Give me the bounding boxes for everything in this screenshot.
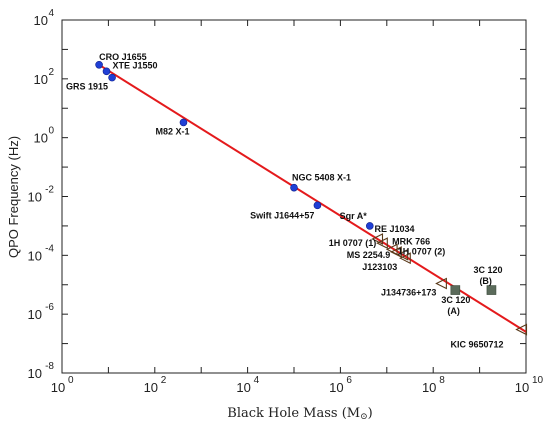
y-tick-label: 10 — [28, 366, 42, 381]
point-label: XTE J1550 — [112, 60, 157, 70]
point-label: J134736+173 — [381, 288, 436, 298]
point-label: KIC 9650712 — [450, 340, 503, 350]
point-label: GRS 1915 — [66, 82, 108, 92]
y-tick-exponent: 4 — [48, 8, 54, 19]
data-point-triangle — [515, 323, 528, 336]
point-label: Sgr A* — [340, 211, 368, 221]
x-tick-exponent: 8 — [439, 375, 445, 386]
x-tick-exponent: 0 — [68, 375, 74, 386]
tick-marks — [61, 19, 527, 374]
data-point — [313, 201, 322, 210]
y-tick-exponent: -6 — [45, 302, 54, 313]
x-tick-exponent: 4 — [254, 375, 260, 386]
y-tick-label: 10 — [34, 131, 48, 146]
data-point — [102, 67, 111, 76]
point-label: 1H 0707 (1) — [329, 238, 377, 248]
data-point-triangle — [435, 277, 447, 290]
y-tick-exponent: -8 — [45, 361, 54, 372]
point-label: 1H 0707 (2) — [398, 247, 446, 257]
y-tick-exponent: 0 — [48, 126, 54, 137]
data-point — [95, 60, 103, 69]
data-point-square — [450, 285, 461, 295]
y-tick-exponent: -4 — [45, 243, 54, 254]
point-label: J123103 — [362, 262, 397, 272]
axis-tick-labels: 10 0 10 2 10 4 10 6 10 8 10 10-810-610-410-21001021… — [28, 8, 544, 395]
data-point — [290, 183, 298, 192]
x-tick-label: 10 — [236, 380, 250, 395]
x-axis-label: Black Hole Mass (M⊙) — [227, 406, 372, 422]
data-point — [365, 222, 374, 230]
y-tick-label: 10 — [28, 248, 42, 263]
plot-frame — [61, 19, 527, 374]
data-point-square — [486, 285, 497, 295]
x-tick-exponent: 2 — [161, 375, 167, 386]
data-point-triangle — [376, 237, 388, 250]
point-label: RE J1034 — [374, 224, 414, 234]
x-tick-exponent: 10 — [532, 375, 544, 386]
data-points — [95, 60, 528, 336]
y-tick-label: 10 — [34, 72, 48, 87]
y-tick-label: 10 — [28, 190, 42, 205]
point-label: Swift J1644+57 — [250, 210, 314, 220]
x-tick-label: 10 — [329, 380, 343, 395]
y-axis-label: QPO Frequency (Hz) — [6, 136, 21, 258]
point-label: NGC 5408 X-1 — [292, 173, 351, 183]
x-tick-exponent: 6 — [346, 375, 352, 386]
y-tick-exponent: -2 — [45, 185, 54, 196]
point-label: 3C 120 (B) — [473, 265, 502, 286]
x-tick-label: 10 — [144, 380, 158, 395]
point-label: 3C 120 (A) — [441, 295, 470, 316]
point-label: CRO J1655 — [99, 52, 147, 62]
x-tick-label: 10 — [422, 380, 436, 395]
point-label: MS 2254.9 — [347, 250, 391, 260]
point-label: MRK 766 — [392, 236, 430, 246]
data-point-triangle — [390, 246, 402, 258]
data-point — [179, 118, 188, 127]
x-tick-label: 10 — [51, 380, 65, 395]
point-label: M82 X-1 — [155, 126, 189, 136]
data-point — [108, 73, 116, 82]
data-point-triangle — [371, 233, 384, 245]
y-tick-exponent: 2 — [48, 67, 54, 78]
data-point-triangle — [399, 252, 411, 265]
x-tick-label: 10 — [515, 380, 529, 395]
y-tick-label: 10 — [28, 307, 42, 322]
y-tick-label: 10 — [34, 13, 48, 28]
